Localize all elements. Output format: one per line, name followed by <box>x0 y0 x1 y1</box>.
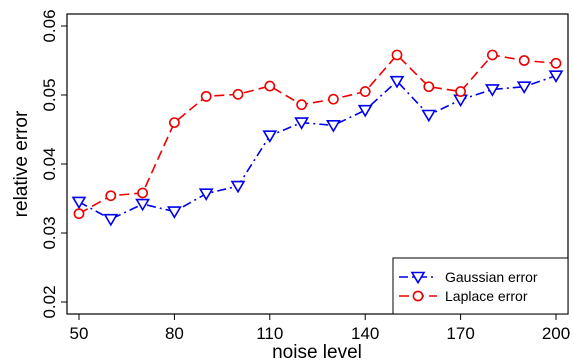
data-point <box>71 196 87 210</box>
data-point <box>391 49 403 61</box>
legend: Gaussian error Laplace error <box>392 257 569 315</box>
data-point <box>294 117 309 130</box>
series-laplace <box>73 49 562 220</box>
y-tick-label: 0.03 <box>40 216 59 249</box>
data-point <box>516 81 532 94</box>
x-tick-label: 50 <box>70 324 89 343</box>
y-tick-label: 0.06 <box>40 9 59 42</box>
data-point <box>455 86 466 97</box>
data-point <box>200 90 212 102</box>
y-tick-label: 0.04 <box>40 147 59 180</box>
data-point <box>198 188 214 201</box>
x-tick-label: 200 <box>542 324 570 343</box>
x-axis: 50 80 110 140 170 200 <box>70 314 570 343</box>
data-point <box>327 93 339 105</box>
x-tick-label: 80 <box>165 324 184 343</box>
legend-marker <box>410 271 426 285</box>
data-point <box>262 130 278 143</box>
data-point <box>485 84 500 97</box>
data-point <box>230 180 246 194</box>
data-point <box>73 208 85 220</box>
data-point <box>423 81 435 93</box>
data-point <box>486 49 498 61</box>
data-point <box>105 190 117 202</box>
legend-marker <box>412 290 424 302</box>
data-point <box>135 198 150 212</box>
x-tick-label: 170 <box>446 324 474 343</box>
data-point <box>421 109 437 123</box>
y-axis: 0.02 0.03 0.04 0.05 0.06 <box>40 9 67 319</box>
data-point <box>103 213 119 227</box>
data-point <box>264 80 276 92</box>
data-point <box>232 88 244 100</box>
data-point <box>548 70 564 83</box>
y-axis-title: relative error <box>11 110 32 217</box>
data-point <box>357 104 373 118</box>
x-axis-title: noise level <box>272 342 362 362</box>
data-point <box>359 86 371 97</box>
x-tick-label: 140 <box>351 324 379 343</box>
data-point <box>389 75 405 89</box>
series-gaussian <box>71 70 564 227</box>
legend-label: Laplace error <box>445 288 528 304</box>
data-point <box>518 55 530 66</box>
legend-box <box>392 257 569 315</box>
series-line <box>78 74 557 221</box>
x-tick-label: 110 <box>256 324 283 343</box>
data-point <box>550 57 562 69</box>
data-point <box>326 120 341 133</box>
data-point <box>167 206 182 219</box>
series-layer <box>71 49 564 227</box>
y-tick-label: 0.02 <box>40 285 59 318</box>
data-point <box>296 99 307 111</box>
y-tick-label: 0.05 <box>40 78 59 111</box>
legend-label: Gaussian error <box>445 269 538 285</box>
data-point <box>137 187 148 199</box>
data-point <box>168 117 180 128</box>
series-line <box>78 53 557 215</box>
